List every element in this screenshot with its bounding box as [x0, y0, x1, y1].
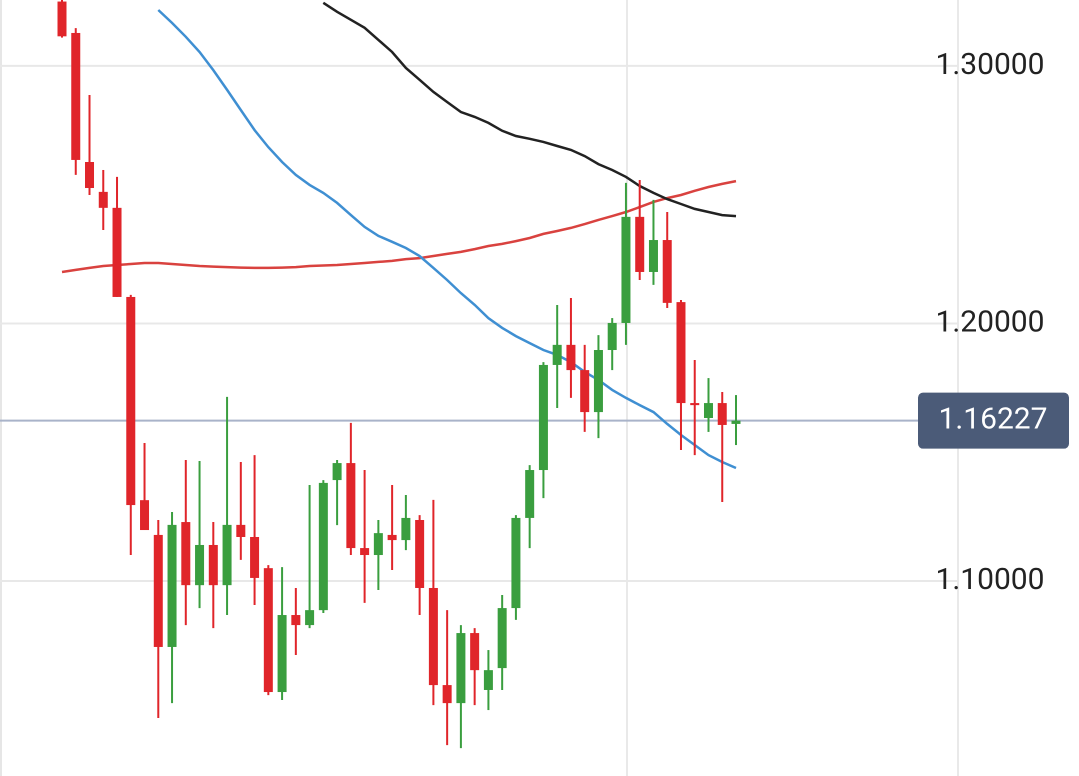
candle-body — [538, 364, 548, 471]
candle-body — [57, 1, 67, 37]
candle-body — [250, 536, 260, 578]
candle-body — [318, 482, 328, 611]
candle-body — [126, 296, 136, 506]
moving-averages — [61, 1, 737, 470]
candle-body — [676, 302, 686, 404]
candle-body — [85, 161, 95, 189]
candle-body — [566, 344, 576, 371]
candle-body — [98, 191, 108, 208]
candle-body — [428, 587, 438, 686]
candle-body — [360, 548, 370, 556]
candle-body — [153, 534, 163, 647]
candle-body — [167, 524, 177, 647]
price-axis: 1.10000 1.20000 1.30000 1.16227 — [918, 47, 1069, 597]
y-tick-label: 1.20000 — [935, 304, 1044, 339]
candle-body — [456, 633, 466, 704]
candle-body — [442, 685, 452, 704]
candle-body — [717, 403, 727, 425]
candle-body — [305, 610, 315, 626]
candle-body — [648, 240, 658, 272]
candle-body — [71, 32, 81, 160]
moving-average — [322, 1, 737, 218]
candle-body — [621, 216, 631, 323]
candle-body — [593, 350, 603, 413]
candle-body — [497, 608, 507, 669]
candle-body — [263, 568, 273, 693]
moving-average — [61, 179, 737, 274]
candle-body — [552, 344, 562, 365]
candle-body — [525, 470, 535, 518]
candle-body — [470, 633, 480, 671]
candle-body — [208, 544, 218, 586]
candle-body — [415, 519, 425, 588]
current-price-label: 1.16227 — [938, 402, 1047, 437]
candle-body — [401, 517, 411, 541]
moving-average — [157, 9, 737, 470]
candle-body — [635, 216, 645, 272]
candle-body — [195, 544, 205, 586]
candle-body — [373, 533, 383, 556]
candle-body — [222, 524, 232, 586]
candle-body — [140, 500, 150, 531]
candle-body — [690, 403, 700, 406]
candle-body — [346, 463, 356, 549]
candle-body — [483, 670, 493, 690]
candle-body — [580, 370, 590, 413]
candle-body — [662, 240, 672, 303]
candle-body — [387, 534, 397, 541]
candle-body — [731, 420, 741, 424]
candle-body — [181, 522, 191, 586]
candle-body — [277, 615, 287, 693]
candle-body — [703, 403, 713, 419]
candle-body — [607, 322, 617, 351]
candle-body — [332, 463, 342, 481]
candle-body — [236, 524, 246, 537]
y-tick-label: 1.10000 — [935, 562, 1044, 597]
y-tick-label: 1.30000 — [935, 47, 1044, 82]
candle-body — [112, 207, 122, 297]
candle-body — [511, 517, 521, 609]
candle-body — [291, 615, 301, 626]
candles — [57, 0, 741, 749]
current-price-box — [918, 392, 1069, 449]
